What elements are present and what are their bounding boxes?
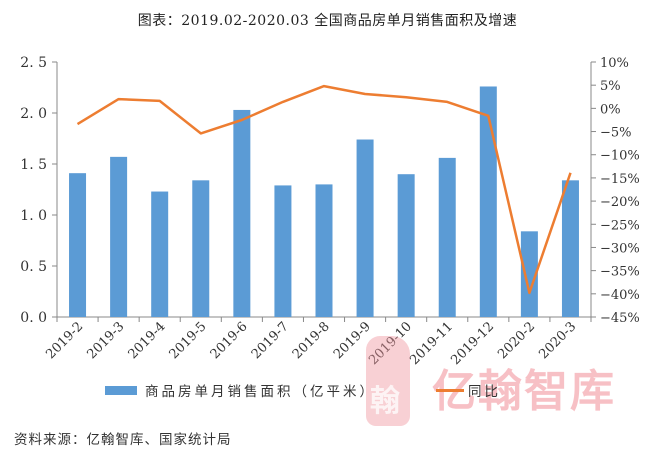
right-tick-label: −45% xyxy=(600,311,640,326)
legend-line-swatch xyxy=(436,388,464,392)
x-tick-label: 2019-5 xyxy=(167,319,210,362)
right-tick-label: 0% xyxy=(600,102,621,117)
left-tick-label: 0. 5 xyxy=(20,259,47,275)
bar-2019-6 xyxy=(233,109,251,317)
left-tick-label: 2. 5 xyxy=(20,55,47,71)
chart-legend: 商品房单月销售面积（亿平米） 同比 xyxy=(105,380,501,400)
left-tick-label: 0. 0 xyxy=(20,310,47,326)
source-note: 资料来源：亿翰智库、国家统计局 xyxy=(14,432,232,448)
bar-2019-8 xyxy=(315,184,333,317)
legend-bar-swatch xyxy=(105,385,137,395)
watermark-logo-char: 翰 xyxy=(370,384,400,419)
left-tick-label: 1. 0 xyxy=(20,208,47,224)
bar-2019-3 xyxy=(110,156,128,317)
bar-2019-4 xyxy=(151,191,169,317)
legend-item-bar: 商品房单月销售面积（亿平米） xyxy=(105,380,376,400)
x-tick-label: 2019-3 xyxy=(84,319,127,362)
bar-2020-3 xyxy=(561,180,579,317)
yoy-line xyxy=(76,84,572,295)
bar-2020-2 xyxy=(520,231,538,317)
bar-2019-5 xyxy=(192,180,210,317)
watermark-text: 亿翰智库 xyxy=(432,366,616,417)
right-tick-label: 10% xyxy=(600,56,629,71)
right-tick-label: −35% xyxy=(600,265,640,280)
right-tick-label: −40% xyxy=(600,288,640,303)
legend-item-line: 同比 xyxy=(436,380,501,400)
right-tick-label: −30% xyxy=(600,241,640,256)
right-tick-label: −15% xyxy=(600,172,640,187)
bar-2019-12 xyxy=(479,86,497,317)
x-tick-label: 2019-7 xyxy=(249,319,292,362)
bar-2019-11 xyxy=(438,157,456,317)
chart-title: 图表：2019.02-2020.03 全国商品房单月销售面积及增速 xyxy=(137,13,518,29)
legend-bar-label: 商品房单月销售面积（亿平米） xyxy=(145,384,376,400)
x-tick-label: 2019-8 xyxy=(290,319,333,362)
bar-2019-10 xyxy=(397,174,415,317)
left-tick-label: 2. 0 xyxy=(20,106,47,122)
x-tick-label: 2019-6 xyxy=(208,319,251,362)
watermark-logo: 翰 xyxy=(366,336,410,426)
legend-line-label: 同比 xyxy=(468,384,501,400)
x-tick-label: 2019-2 xyxy=(43,319,86,362)
x-tick-label: 2019-4 xyxy=(126,319,169,362)
bar-2019-2 xyxy=(69,173,87,317)
bar-2019-7 xyxy=(274,185,292,317)
right-tick-label: −5% xyxy=(600,126,632,141)
left-tick-label: 1. 5 xyxy=(20,157,47,173)
right-tick-label: −20% xyxy=(600,195,640,210)
right-tick-label: −25% xyxy=(600,218,640,233)
right-tick-label: −10% xyxy=(600,149,640,164)
right-tick-label: 5% xyxy=(600,79,621,94)
bar-2019-9 xyxy=(356,139,374,317)
